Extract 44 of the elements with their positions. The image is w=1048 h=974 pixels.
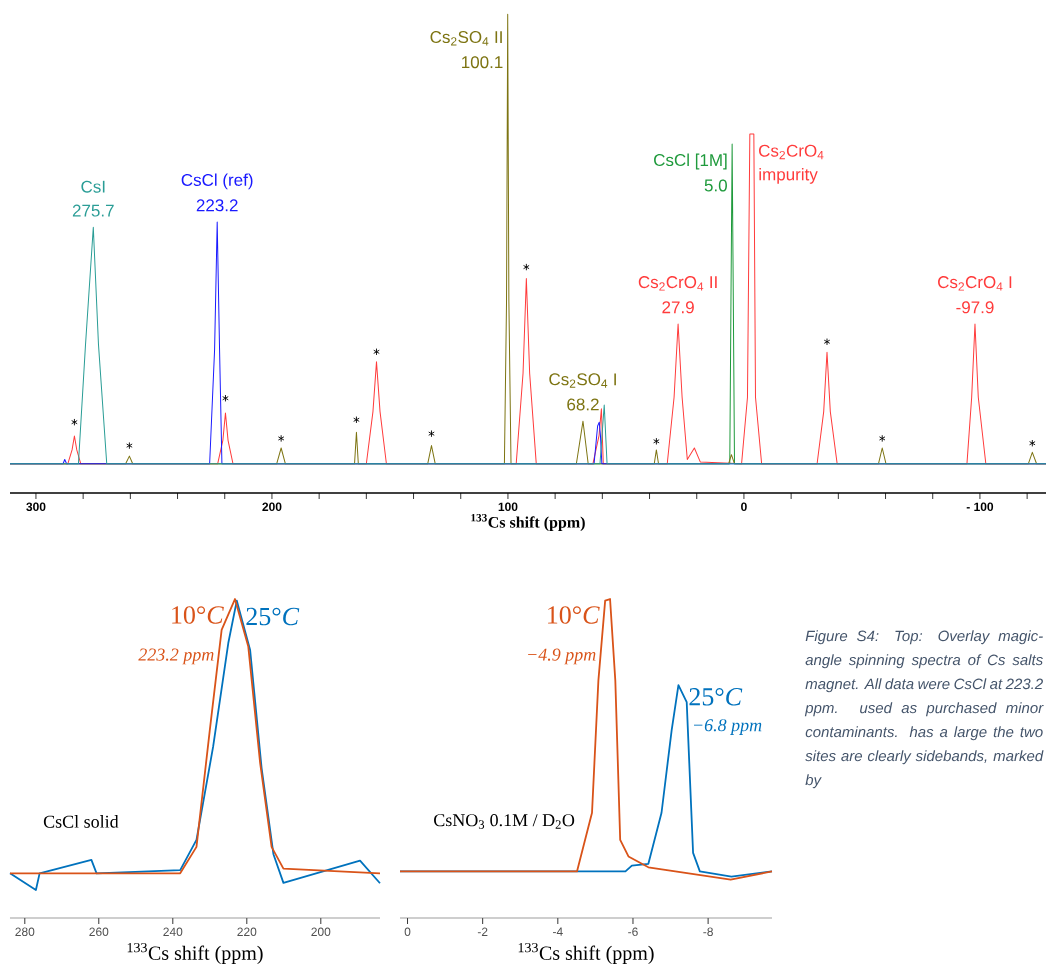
annotation: 27.9 (662, 301, 694, 314)
annotation: Cs$_{2}$SO$_{4}$ I (549, 373, 616, 388)
annotation: impurity (759, 167, 818, 184)
annotation: Cs$_{2}$CrO$_{4}$ I (938, 276, 1012, 291)
annotation: 223.2 (196, 199, 238, 212)
x-tick-label: 240 (163, 927, 183, 937)
series-label: 25°C (689, 688, 743, 706)
annotation: 68.2 (567, 398, 599, 411)
caption: Figure S4: Top: Overlay magic-angle spinning spectra of Cs salts magnet. All data were CsCl at 223.2 ppm. used as purchased minor contaminants. has a large the two sites are clearly sidebands, marked by (804, 630, 1044, 789)
annotation: CsCl solid (43, 815, 119, 828)
annotation: 223.2 ppm (138, 648, 214, 665)
x-tick-label: 0 (404, 927, 411, 937)
x-tick-label: 300 (26, 502, 46, 512)
annotation: Cs$_{2}$CrO$_{4}$ II (638, 276, 717, 291)
x-axis-title: $^{133}$Cs shift (ppm) (518, 942, 654, 964)
series-label: 10°C (172, 606, 224, 624)
annotation: 275.7 (72, 204, 114, 217)
annotation: 100.1 (462, 56, 503, 69)
x-tick-label: 200 (311, 927, 331, 937)
series-label: 25°C (246, 607, 300, 626)
series-label: 10°C (548, 606, 600, 624)
x-tick-label: 260 (89, 927, 109, 937)
annotation: 5.0 (704, 179, 727, 192)
x-tick-label: 220 (237, 927, 257, 937)
x-tick-label: -4 (553, 927, 563, 936)
x-tick-label: 0 (741, 502, 747, 512)
annotation: −6.8 ppm (694, 719, 762, 735)
x-tick-label: 200 (262, 502, 282, 512)
x-tick-label: - 100 (966, 502, 994, 512)
x-tick-label: 280 (15, 927, 35, 937)
annotation: CsNO$_{3}$ 0.1M / D$_{2}$O (434, 814, 575, 829)
x-tick-label: -8 (703, 927, 713, 937)
x-tick-label: -2 (477, 927, 488, 936)
annotation: CsCl (ref) (181, 173, 253, 190)
x-axis-title: $^{133}$Cs shift (ppm) (127, 942, 263, 964)
annotation: Cs$_{2}$CrO$_{4}$ (759, 144, 824, 160)
annotation: CsCl [1M] (654, 153, 727, 170)
x-tick-label: 100 (498, 502, 518, 512)
x-axis-title: $^{133}$Cs shift (ppm) (471, 513, 585, 531)
annotation: −4.9 ppm (528, 648, 596, 665)
x-tick-label: -6 (628, 927, 638, 937)
annotation: Cs$_{2}$SO$_{4}$ II (430, 31, 502, 46)
annotation: CsI (81, 180, 105, 193)
annotation: -97.9 (956, 301, 994, 314)
